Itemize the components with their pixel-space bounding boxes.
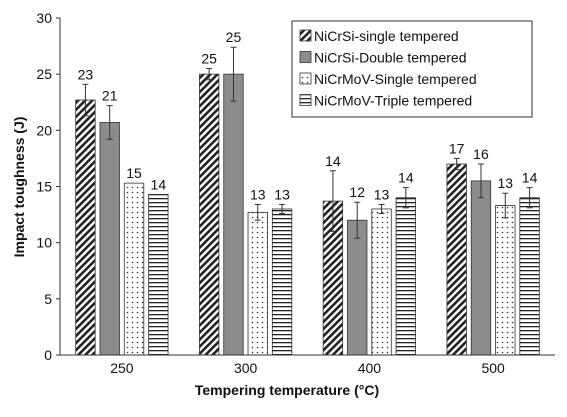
legend: NiCrSi-single tempered NiCrSi-Double temp… (291, 20, 533, 118)
legend-label-s1: NiCrSi-single tempered (314, 28, 459, 44)
legend-swatch-s3 (299, 72, 312, 85)
data-label-s2-250: 21 (102, 88, 118, 104)
y-tick-label-10: 10 (36, 235, 52, 251)
data-label-s3-250: 15 (126, 165, 142, 181)
data-label-s1-400: 14 (325, 153, 341, 169)
bar-s1-500 (446, 163, 467, 356)
bar-s3-250 (123, 182, 145, 356)
bar-s4-400 (395, 197, 416, 356)
bar-s4-250 (148, 193, 169, 356)
bar-s1-250 (75, 99, 96, 356)
y-tick-label-15: 15 (36, 179, 52, 195)
data-label-s2-500: 16 (473, 146, 489, 162)
legend-box (291, 20, 533, 118)
data-label-s2-400: 12 (349, 184, 365, 200)
bar-s2-400 (347, 219, 368, 356)
legend-swatch-s2 (299, 51, 312, 63)
x-tick-label-250: 250 (110, 360, 134, 376)
data-label-s1-500: 17 (449, 140, 465, 156)
x-tick-label-500: 500 (481, 360, 505, 376)
data-label-s4-250: 14 (151, 176, 167, 192)
y-tick-label-30: 30 (36, 10, 52, 26)
y-tick-label-25: 25 (36, 66, 52, 82)
bar-s3-300 (247, 211, 268, 356)
data-label-s2-300: 25 (226, 29, 242, 45)
legend-label-s2: NiCrSi-Double tempered (314, 50, 467, 66)
data-label-s3-300: 13 (250, 186, 266, 202)
y-axis-title: Impact toughness (J) (11, 117, 27, 258)
data-label-s4-300: 13 (274, 186, 290, 202)
bar-s2-250 (99, 122, 120, 356)
y-tick-label-0: 0 (44, 347, 52, 363)
bar-s3-500 (495, 205, 516, 356)
bar-s2-300 (223, 73, 244, 356)
legend-label-s4: NiCrMoV-Triple tempered (314, 93, 472, 109)
bar-s3-400 (371, 208, 392, 356)
data-label-s1-300: 25 (201, 51, 217, 67)
bar-s1-300 (199, 73, 220, 356)
legend-label-s3: NiCrMoV-Single tempered (314, 71, 477, 87)
bar-s2-500 (470, 180, 492, 356)
legend-swatch-s4 (299, 94, 312, 106)
x-tick-label-300: 300 (234, 360, 258, 376)
bar-s4-500 (519, 197, 540, 356)
data-label-s3-400: 13 (374, 186, 390, 202)
legend-swatch-s1 (299, 29, 312, 42)
data-label-s4-500: 14 (522, 170, 538, 186)
data-label-s4-400: 14 (398, 170, 414, 186)
x-axis-title: Tempering temperature (°C) (195, 382, 379, 398)
data-label-s3-500: 13 (497, 175, 513, 191)
y-tick-label-5: 5 (44, 291, 52, 307)
x-tick-label-400: 400 (358, 360, 382, 376)
y-tick-label-20: 20 (36, 122, 52, 138)
bar-s4-300 (271, 208, 293, 356)
data-label-s1-250: 23 (78, 66, 94, 82)
